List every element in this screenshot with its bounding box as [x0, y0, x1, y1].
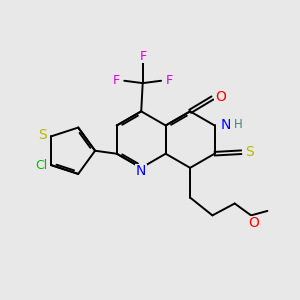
Text: H: H	[234, 118, 243, 131]
Text: S: S	[245, 145, 254, 159]
Text: F: F	[140, 50, 147, 63]
Text: F: F	[112, 74, 119, 87]
Text: O: O	[215, 90, 226, 104]
Text: S: S	[38, 128, 47, 142]
Text: F: F	[166, 74, 173, 87]
Text: Cl: Cl	[35, 160, 48, 172]
Text: O: O	[249, 216, 260, 230]
Text: N: N	[221, 118, 231, 132]
Text: N: N	[136, 164, 146, 178]
